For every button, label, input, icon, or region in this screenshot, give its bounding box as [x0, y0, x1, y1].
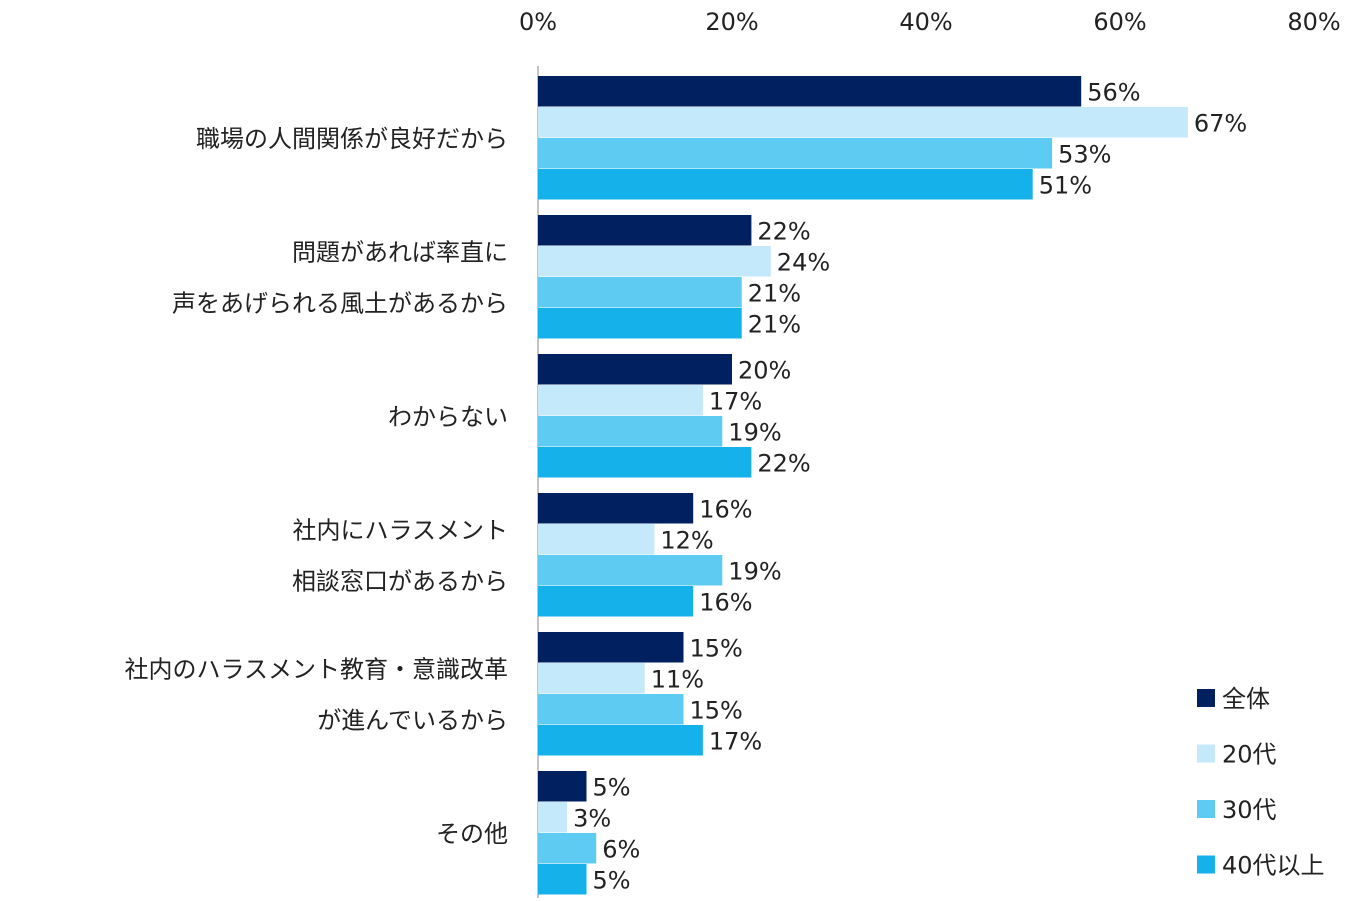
bar [538, 632, 684, 663]
x-tick-label: 20% [705, 8, 758, 36]
data-label: 21% [748, 310, 801, 338]
data-label: 17% [709, 727, 762, 755]
data-label: 20% [738, 356, 791, 384]
category-label: 職場の人間関係が良好だから [196, 125, 508, 153]
data-label: 51% [1039, 171, 1092, 199]
category-labels: 職場の人間関係が良好だから問題があれば率直に声をあげられる風土があるからわからな… [124, 125, 508, 848]
bar [538, 169, 1033, 200]
bar [538, 493, 694, 524]
legend-label: 30代 [1222, 796, 1277, 824]
category-label: 問題があれば率直に [292, 239, 508, 267]
data-label: 53% [1058, 140, 1111, 168]
x-tick-label: 0% [519, 8, 557, 36]
x-axis-ticks: 0% 20% 40% 60% 80% [519, 8, 1341, 36]
category-label: わからない [388, 403, 508, 431]
bar [538, 385, 703, 416]
data-label: 12% [660, 526, 713, 554]
bar [538, 663, 645, 694]
data-label: 11% [651, 665, 704, 693]
bar [538, 864, 587, 895]
legend-label: 20代 [1222, 741, 1277, 769]
data-label: 15% [690, 634, 743, 662]
legend-label: 全体 [1222, 685, 1270, 713]
bar [538, 802, 568, 833]
data-label: 6% [602, 835, 640, 863]
data-label: 22% [757, 217, 810, 245]
bar [538, 308, 742, 339]
bar [538, 586, 694, 617]
data-label: 24% [777, 248, 830, 276]
legend-label: 40代以上 [1222, 852, 1325, 880]
bar [538, 416, 723, 447]
bar [538, 246, 771, 277]
category-label: が進んでいるから [317, 707, 508, 735]
bar [538, 447, 752, 478]
bar [538, 138, 1053, 169]
bar [538, 555, 723, 586]
data-label: 19% [728, 418, 781, 446]
bar [538, 354, 732, 385]
bars: 56%67%53%51%22%24%21%21%20%17%19%22%16%1… [538, 76, 1247, 895]
category-label: その他 [436, 820, 508, 848]
data-label: 67% [1194, 109, 1247, 137]
data-label: 15% [690, 696, 743, 724]
x-tick-label: 40% [899, 8, 952, 36]
category-label: 声をあげられる風土があるから [172, 290, 508, 318]
bar [538, 215, 752, 246]
bar [538, 694, 684, 725]
data-label: 5% [593, 773, 631, 801]
category-label: 社内にハラスメント [292, 517, 508, 545]
legend-swatch [1197, 855, 1215, 874]
bar [538, 725, 703, 756]
legend-swatch [1197, 744, 1215, 763]
bar [538, 833, 597, 864]
data-label: 5% [593, 866, 631, 894]
bar [538, 76, 1082, 107]
bar [538, 771, 587, 802]
data-label: 22% [757, 449, 810, 477]
category-label: 社内のハラスメント教育・意識改革 [124, 656, 508, 684]
data-label: 3% [573, 804, 611, 832]
data-label: 16% [699, 495, 752, 523]
data-label: 21% [748, 279, 801, 307]
data-label: 19% [728, 557, 781, 585]
legend-swatch [1197, 800, 1215, 818]
bar [538, 277, 742, 308]
x-tick-label: 60% [1093, 8, 1146, 36]
x-tick-label: 80% [1287, 8, 1340, 36]
data-label: 17% [709, 387, 762, 415]
category-label: 相談窓口があるから [292, 568, 508, 596]
legend-swatch [1197, 689, 1215, 707]
bar [538, 107, 1188, 138]
bar [538, 524, 655, 555]
legend: 全体 20代 30代 40代以上 [1197, 685, 1325, 880]
data-label: 16% [699, 588, 752, 616]
data-label: 56% [1087, 78, 1140, 106]
